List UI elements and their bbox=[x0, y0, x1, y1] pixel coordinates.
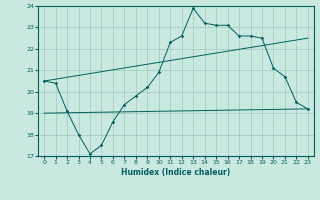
X-axis label: Humidex (Indice chaleur): Humidex (Indice chaleur) bbox=[121, 168, 231, 177]
